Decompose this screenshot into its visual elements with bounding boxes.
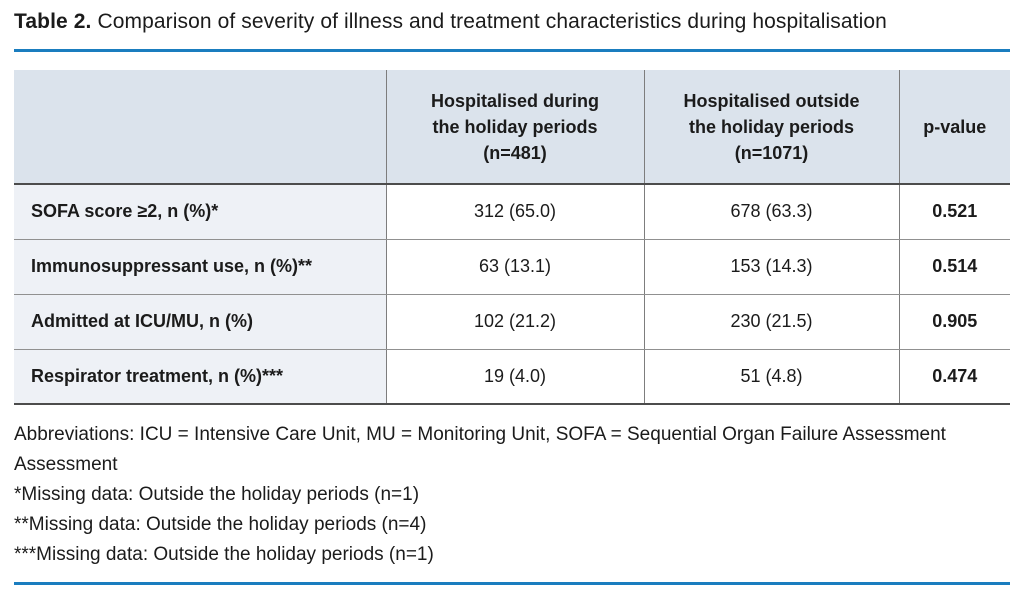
footnote-abbreviations-wrap: Assessment: [14, 454, 118, 475]
header-cell-pvalue: p-value: [898, 70, 1010, 185]
value-icu-admission-outside: 230 (21.5): [643, 294, 899, 350]
row-label-immunosuppressant: Immunosuppressant use, n (%)**: [14, 239, 386, 295]
value-sofa-outside: 678 (63.3): [643, 184, 899, 240]
value-immunosuppressant-during: 63 (13.1): [385, 239, 644, 295]
footnote-missing-data-1: *Missing data: Outside the holiday perio…: [14, 484, 420, 505]
comparison-table: Hospitalised during the holiday periods …: [14, 70, 1010, 405]
header-row: Hospitalised during the holiday periods …: [14, 70, 1010, 185]
pvalue-respirator: 0.474: [898, 349, 1010, 405]
pvalue-icu-admission: 0.905: [898, 294, 1010, 350]
table-row-respirator: Respirator treatment, n (%)*** 19 (4.0) …: [14, 349, 1010, 405]
table-row-icu-admission: Admitted at ICU/MU, n (%) 102 (21.2) 230…: [14, 294, 1010, 350]
paper-table-figure: Table 2. Comparison of severity of illnes…: [14, 9, 1010, 585]
table-row-sofa: SOFA score ≥2, n (%)* 312 (65.0) 678 (63…: [14, 184, 1010, 240]
header-cell-empty: [14, 70, 386, 185]
value-sofa-during: 312 (65.0): [385, 184, 644, 240]
header-during-line-2: the holiday periods: [432, 116, 598, 137]
table-caption: Table 2. Comparison of severity of illnes…: [14, 9, 1010, 35]
table-footnotes: Abbreviations: ICU = Intensive Care Unit…: [14, 420, 1010, 570]
table-caption-text: Comparison of severity of illness and tr…: [97, 10, 887, 33]
footnote-abbreviations: Abbreviations: ICU = Intensive Care Unit…: [14, 424, 946, 445]
pvalue-immunosuppressant: 0.514: [898, 239, 1010, 295]
header-outside-line-3: (n=1071): [734, 142, 809, 163]
bottom-rule: [14, 582, 1010, 585]
table-row-immunosuppressant: Immunosuppressant use, n (%)** 63 (13.1)…: [14, 239, 1010, 295]
footnote-missing-data-3: ***Missing data: Outside the holiday per…: [14, 544, 434, 565]
header-outside-line-1: Hospitalised outside: [683, 90, 860, 111]
header-cell-during: Hospitalised during the holiday periods …: [385, 70, 644, 185]
value-immunosuppressant-outside: 153 (14.3): [643, 239, 899, 295]
footnote-missing-data-2: **Missing data: Outside the holiday peri…: [14, 514, 427, 535]
header-during-line-1: Hospitalised during: [430, 90, 599, 111]
row-label-sofa: SOFA score ≥2, n (%)*: [14, 184, 386, 240]
top-rule: [14, 49, 1010, 52]
row-label-icu-admission: Admitted at ICU/MU, n (%): [14, 294, 386, 350]
row-label-respirator: Respirator treatment, n (%)***: [14, 349, 386, 405]
header-during-line-3: (n=481): [483, 142, 547, 163]
header-outside-line-2: the holiday periods: [688, 116, 855, 137]
pvalue-sofa: 0.521: [898, 184, 1010, 240]
table-caption-number: Table 2.: [14, 10, 92, 33]
header-cell-outside: Hospitalised outside the holiday periods…: [643, 70, 899, 185]
value-respirator-outside: 51 (4.8): [643, 349, 899, 405]
value-respirator-during: 19 (4.0): [385, 349, 644, 405]
value-icu-admission-during: 102 (21.2): [385, 294, 644, 350]
